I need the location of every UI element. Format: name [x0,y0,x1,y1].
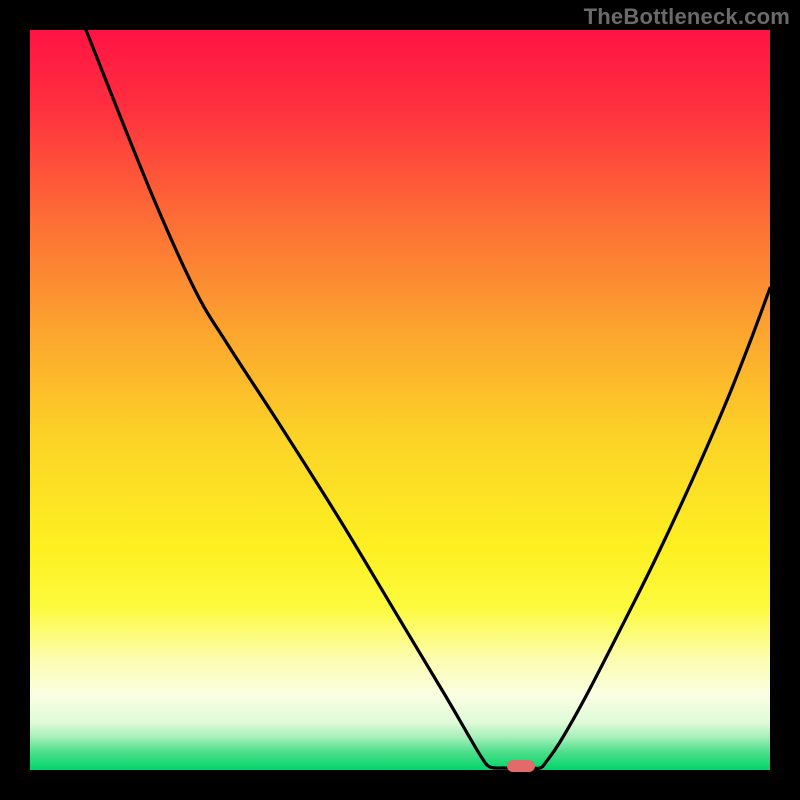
chart-svg [0,0,800,800]
bottleneck-chart: TheBottleneck.com [0,0,800,800]
watermark-text: TheBottleneck.com [584,4,790,30]
plot-background [30,30,770,770]
optimum-marker [507,760,535,772]
